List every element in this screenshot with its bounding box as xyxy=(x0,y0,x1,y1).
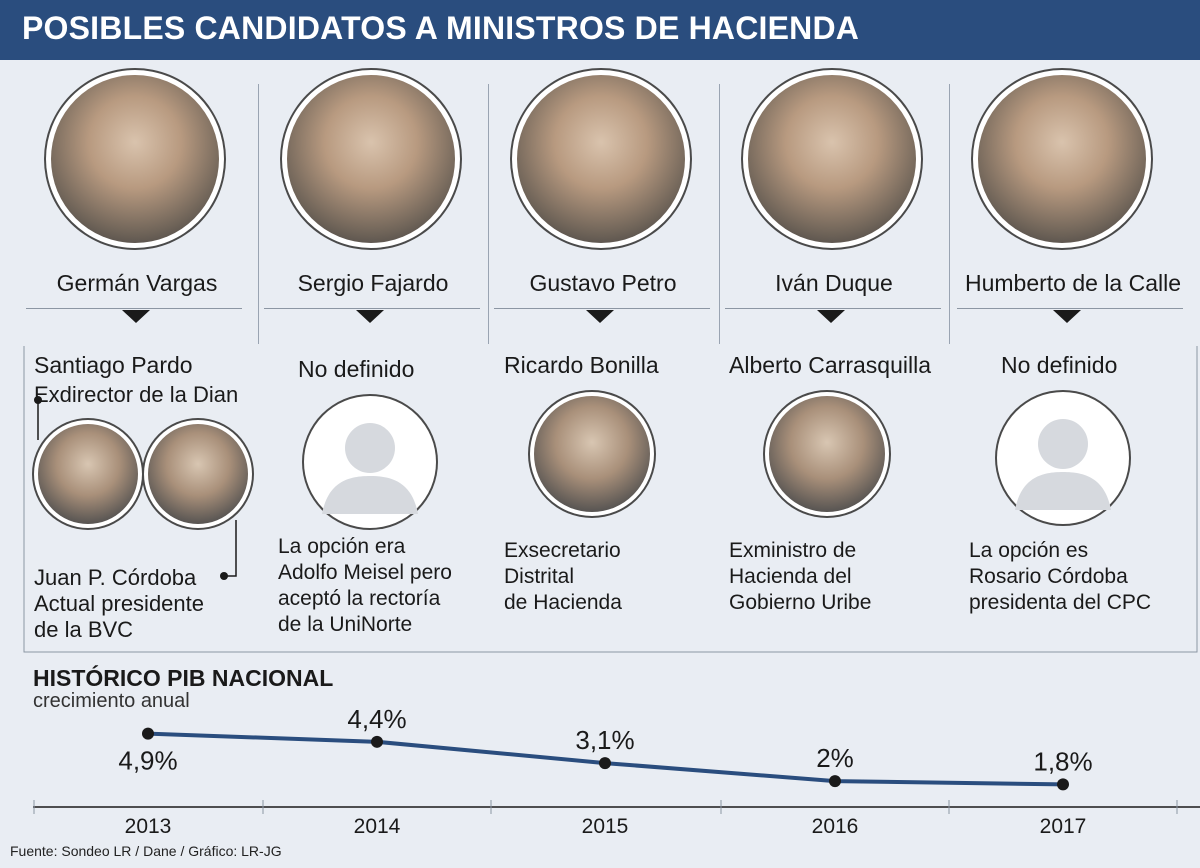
candidate-column-petro: Gustavo Petro Ricardo Bonilla Exsecretar… xyxy=(488,62,718,662)
minister-name: Ricardo Bonilla xyxy=(504,352,659,378)
column-divider xyxy=(719,84,720,344)
candidate-portrait xyxy=(512,70,690,248)
placeholder-avatar-icon xyxy=(997,392,1129,524)
candidate-column-fajardo: Sergio Fajardo No definido La opción era… xyxy=(258,62,488,662)
placeholder-avatar-icon xyxy=(304,396,436,528)
candidate-name: Sergio Fajardo xyxy=(297,270,449,296)
data-point xyxy=(1057,778,1069,791)
minister-description: La opción era Adolfo Meisel pero aceptó … xyxy=(278,535,452,636)
chart-subtitle: crecimiento anual xyxy=(33,690,190,712)
candidate-column-vargas: Germán Vargas Santiago Pardo Exdirector … xyxy=(22,62,252,662)
minister-portrait xyxy=(765,392,889,516)
data-label: 4,4% xyxy=(347,704,406,734)
data-label: 4,9% xyxy=(118,746,177,776)
name-underline xyxy=(264,308,480,309)
gdp-line-chart: 4,9% 2013 4,4% 2014 3,1% 2015 2% 2016 1,8% 2017 xyxy=(33,704,1200,838)
down-arrow-icon xyxy=(586,310,614,323)
name-underline xyxy=(725,308,941,309)
minister-portrait xyxy=(530,392,654,516)
data-point xyxy=(599,757,611,770)
candidate-portrait xyxy=(46,70,224,248)
page-title: POSIBLES CANDIDATOS A MINISTROS DE HACIE… xyxy=(22,10,860,46)
alt-minister-portrait xyxy=(144,420,252,528)
candidate-portrait xyxy=(973,70,1151,248)
minister-name: Santiago Pardo xyxy=(34,352,193,378)
data-label: 1,8% xyxy=(1033,746,1092,776)
x-tick-label: 2016 xyxy=(812,815,859,838)
candidate-column-de-la-calle: Humberto de la Calle No definido La opci… xyxy=(949,62,1183,662)
minister-role: Exdirector de la Dian xyxy=(34,382,239,407)
candidate-portrait xyxy=(282,70,460,248)
column-divider xyxy=(949,84,950,344)
candidate-name: Germán Vargas xyxy=(56,270,218,296)
candidate-portrait xyxy=(743,70,921,248)
minister-portrait xyxy=(34,420,142,528)
data-label: 3,1% xyxy=(575,725,634,755)
down-arrow-icon xyxy=(1053,310,1081,323)
minister-description: Exministro de Hacienda del Gobierno Urib… xyxy=(729,539,872,614)
x-tick-label: 2014 xyxy=(354,815,401,838)
minister-description: Exsecretario Distrital de Hacienda xyxy=(504,539,622,614)
data-point xyxy=(371,735,383,748)
x-tick-label: 2017 xyxy=(1040,815,1087,838)
candidate-name: Gustavo Petro xyxy=(529,270,677,296)
column-divider xyxy=(258,84,259,344)
minister-name: No definido xyxy=(1001,352,1118,378)
chart-title: HISTÓRICO PIB NACIONAL xyxy=(33,665,334,691)
name-underline xyxy=(957,308,1183,309)
candidate-column-duque: Iván Duque Alberto Carrasquilla Exminist… xyxy=(719,62,949,662)
source-note: Fuente: Sondeo LR / Dane / Gráfico: LR-J… xyxy=(10,843,282,859)
alt-minister-info: Juan P. Córdoba Actual presidente de la … xyxy=(34,565,204,642)
down-arrow-icon xyxy=(817,310,845,323)
data-point xyxy=(142,727,154,740)
down-arrow-icon xyxy=(356,310,384,323)
x-tick-label: 2015 xyxy=(582,815,629,838)
minister-name: Alberto Carrasquilla xyxy=(729,352,931,378)
column-divider xyxy=(488,84,489,344)
x-tick-label: 2013 xyxy=(125,815,172,838)
down-arrow-icon xyxy=(122,310,150,323)
data-point xyxy=(829,775,841,788)
name-underline xyxy=(26,308,242,309)
candidate-name: Iván Duque xyxy=(775,270,893,296)
name-underline xyxy=(494,308,710,309)
title-banner: POSIBLES CANDIDATOS A MINISTROS DE HACIE… xyxy=(0,0,1200,60)
candidate-name: Humberto de la Calle xyxy=(964,270,1182,296)
data-label: 2% xyxy=(816,743,854,773)
minister-description: La opción es Rosario Córdoba presidenta … xyxy=(969,539,1152,614)
